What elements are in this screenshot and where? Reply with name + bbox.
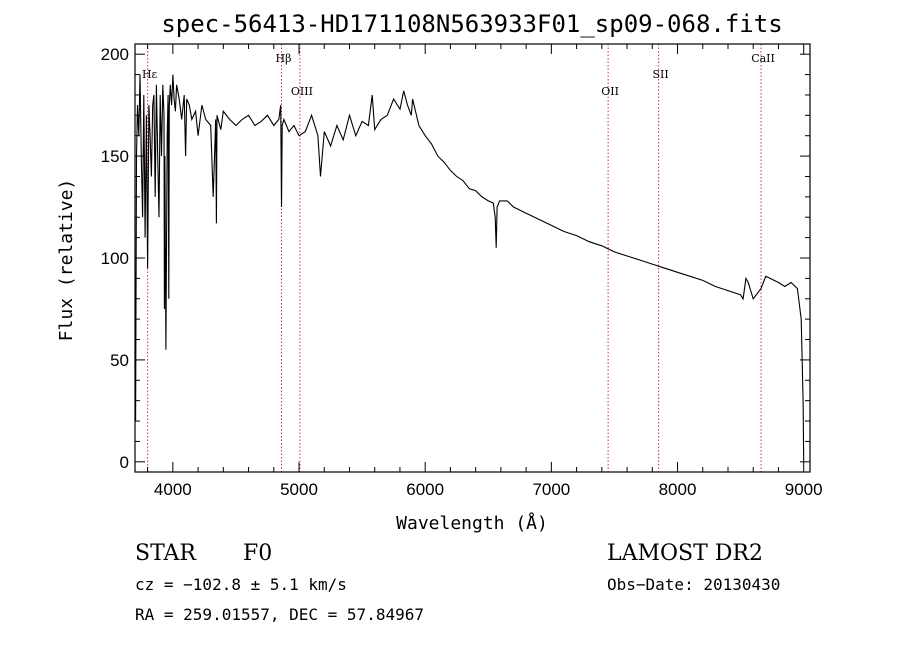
spectral-line-label: OII (601, 85, 619, 98)
y-tick-label: 100 (101, 249, 129, 268)
y-tick-label: 200 (101, 45, 129, 64)
coordinates: RA = 259.01557, DEC = 57.84967 (135, 605, 424, 624)
y-tick-label: 0 (120, 453, 129, 472)
survey-name: LAMOST DR2 (607, 541, 763, 566)
spectral-line-label: SII (652, 68, 668, 81)
spectrum-series (134, 74, 805, 462)
x-axis: 4000 5000 6000 7000 8000 9000 (147, 44, 823, 499)
spectral-line-label: CaII (751, 52, 775, 65)
observation-date: Obs−Date: 20130430 (607, 575, 780, 594)
spectral-line-label: Hε (142, 68, 158, 81)
x-axis-label: Wavelength (Å) (396, 512, 548, 534)
y-tick-label: 50 (110, 351, 129, 370)
x-tick-label: 7000 (532, 480, 570, 499)
spectrum-line (134, 74, 805, 462)
spectral-line-markers: Hε Hβ OIII OII SII CaII (142, 44, 775, 472)
plot-frame (134, 43, 811, 473)
y-axis-label: Flux (relative) (56, 179, 77, 342)
spectral-line-label: OIII (291, 85, 313, 98)
x-tick-label: 9000 (785, 480, 823, 499)
spectral-line-label: Hβ (276, 52, 292, 65)
chart-title: spec-56413-HD171108N563933F01_sp09-068.f… (161, 10, 782, 38)
redshift-value: cz = −102.8 ± 5.1 km/s (135, 575, 347, 594)
spectral-subclass: F0 (243, 541, 272, 566)
x-tick-label: 4000 (154, 480, 192, 499)
y-tick-label: 150 (101, 147, 129, 166)
y-axis: 0 50 100 150 200 (101, 45, 810, 472)
x-tick-label: 8000 (659, 480, 697, 499)
object-type: STAR (135, 541, 197, 566)
x-tick-label: 5000 (280, 480, 318, 499)
x-tick-label: 6000 (406, 480, 444, 499)
